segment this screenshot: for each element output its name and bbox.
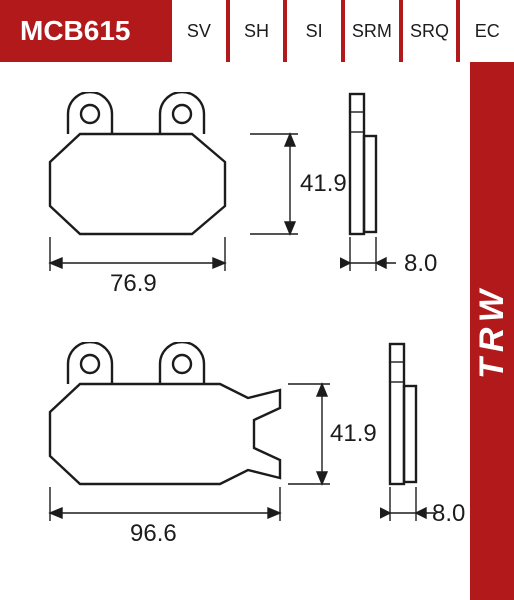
brand-strip: TRW	[470, 62, 514, 600]
dim-top-thickness-label: 8.0	[404, 250, 437, 278]
dim-bottom-width-label: 96.6	[130, 520, 177, 548]
dim-bottom-thickness-label: 8.0	[432, 500, 465, 528]
part-number: MCB615	[0, 15, 172, 47]
variant-ec: EC	[456, 0, 514, 62]
variant-srq: SRQ	[399, 0, 457, 62]
variant-sh: SH	[226, 0, 284, 62]
brand-logo: TRW	[473, 284, 512, 379]
dim-top-height-label: 41.9	[300, 170, 347, 198]
variant-srm: SRM	[341, 0, 399, 62]
header-bar: MCB615 SV SH SI SRM SRQ EC	[0, 0, 514, 62]
dim-top-thickness	[340, 237, 460, 287]
variant-list: SV SH SI SRM SRQ EC	[172, 0, 514, 62]
dim-bottom-height-label: 41.9	[330, 420, 377, 448]
diagram-area: 41.9 76.9 8.0	[0, 62, 514, 600]
variant-sv: SV	[172, 0, 226, 62]
dim-top-width-label: 76.9	[110, 270, 157, 298]
variant-si: SI	[283, 0, 341, 62]
